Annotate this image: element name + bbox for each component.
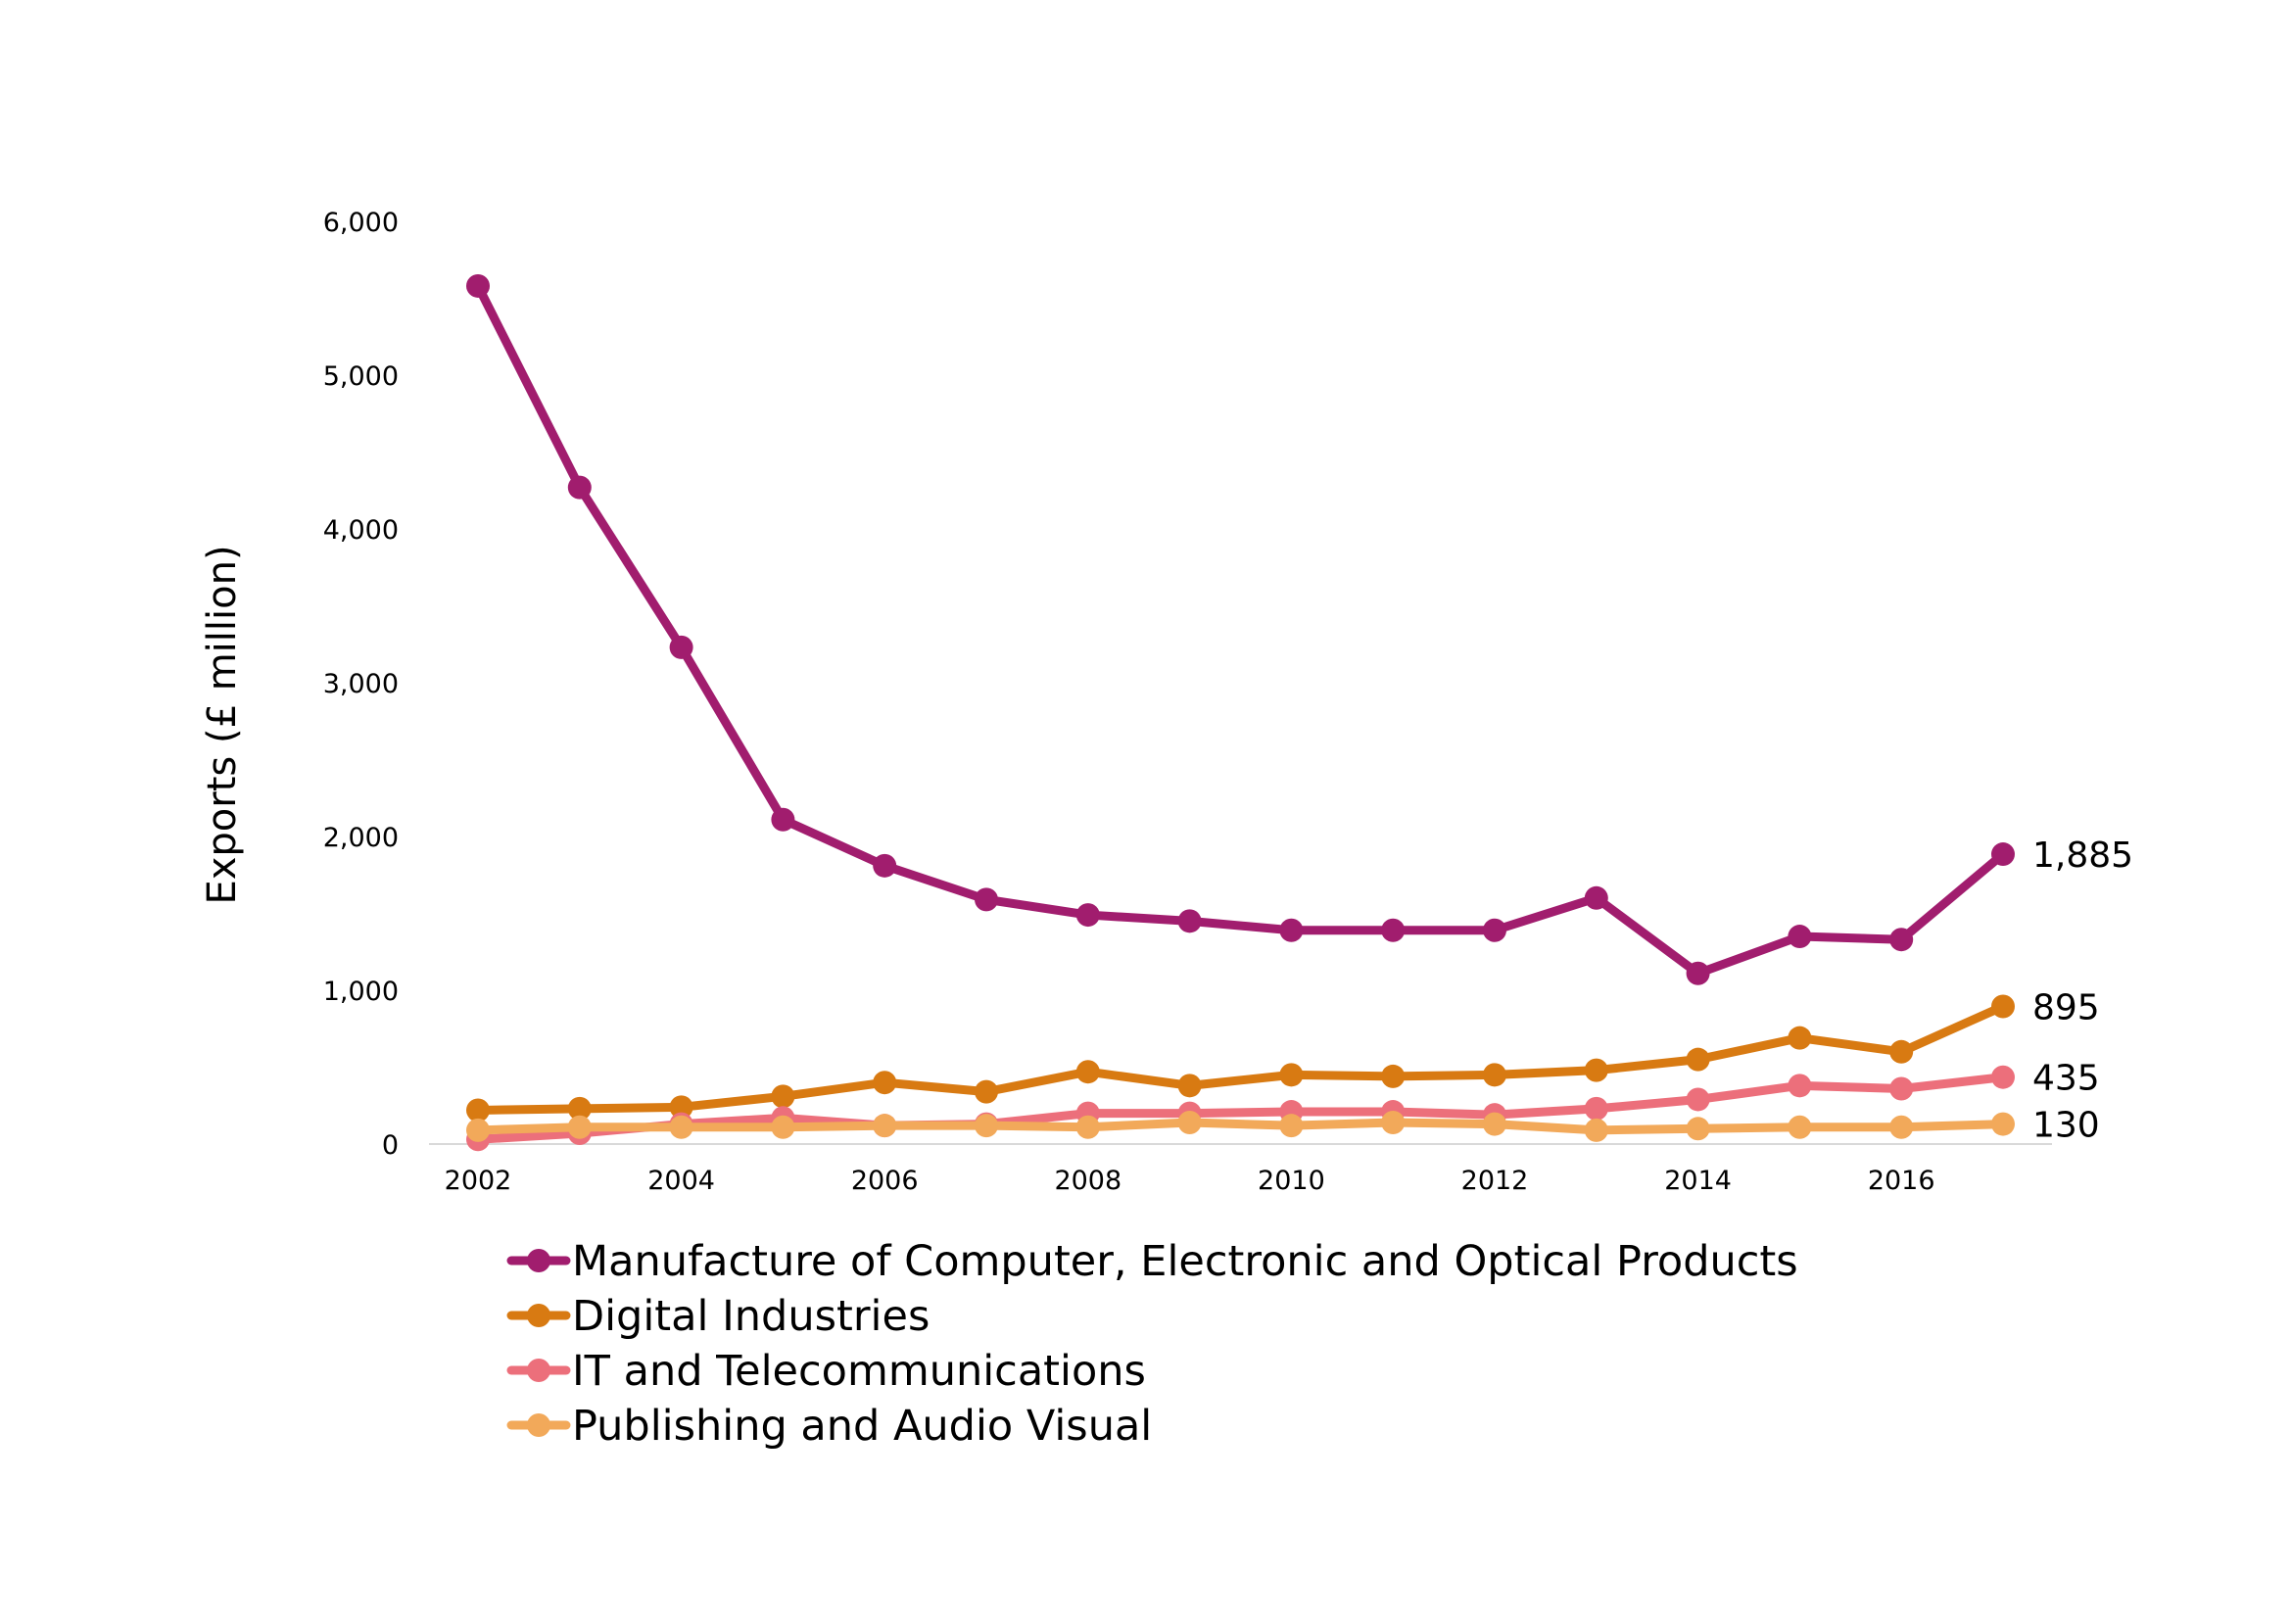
data-point: [975, 1114, 998, 1138]
series-line: [473, 1118, 2008, 1135]
data-point: [1991, 842, 2015, 867]
data-point: [1991, 994, 2015, 1019]
legend-label: Publishing and Audio Visual: [572, 1402, 1152, 1451]
data-point: [1889, 928, 1914, 952]
x-tick-label: 2008: [1054, 1166, 1121, 1196]
y-tick-label: 1,000: [323, 977, 399, 1007]
data-point: [1584, 1118, 1608, 1142]
legend-item: IT and Telecommunications: [506, 1347, 1146, 1396]
data-point: [1788, 1115, 1812, 1139]
series-line: [473, 1073, 2008, 1144]
y-tick-label: 5,000: [323, 361, 399, 392]
end-value-label: 895: [2032, 987, 2100, 1027]
x-tick-label: 2004: [647, 1166, 715, 1196]
x-tick-label: 2010: [1258, 1166, 1325, 1196]
legend-label: IT and Telecommunications: [572, 1347, 1146, 1396]
data-point: [1483, 918, 1506, 942]
data-point: [669, 1095, 693, 1120]
series-line: [473, 281, 2008, 979]
data-point: [1075, 1060, 1100, 1084]
data-point: [1483, 1063, 1506, 1087]
data-point: [1177, 909, 1202, 933]
series: [466, 994, 2015, 1122]
data-point: [1381, 1111, 1406, 1135]
data-point: [1483, 1112, 1506, 1136]
legend-label: Digital Industries: [572, 1292, 930, 1341]
series: [466, 1111, 2015, 1142]
y-tick-label: 2,000: [323, 823, 399, 853]
data-point: [567, 475, 592, 500]
data-point: [466, 1118, 490, 1142]
data-point: [771, 1084, 795, 1109]
data-point: [1177, 1111, 1202, 1135]
legend-item: Publishing and Audio Visual: [506, 1402, 1152, 1451]
data-point: [975, 887, 998, 912]
data-point: [1686, 1047, 1710, 1072]
data-point: [1279, 1063, 1304, 1087]
data-point: [669, 1115, 693, 1139]
y-axis-title: Exports (£ million): [200, 545, 245, 904]
data-point: [1279, 1114, 1304, 1138]
legend-marker: [527, 1359, 550, 1382]
legend-item: Manufacture of Computer, Electronic and …: [506, 1237, 1798, 1286]
data-point: [1584, 885, 1608, 910]
data-point: [771, 1115, 795, 1139]
data-point: [1686, 1087, 1710, 1112]
x-tick-labels: 2002 2004 2006 2008 2010 2012 2014 2016: [445, 1166, 1935, 1196]
data-point: [1788, 925, 1812, 949]
data-point: [1584, 1058, 1608, 1082]
y-tick-label: 3,000: [323, 669, 399, 699]
x-tick-label: 2014: [1664, 1166, 1732, 1196]
x-tick-label: 2002: [445, 1166, 512, 1196]
data-point: [1889, 1076, 1914, 1101]
data-point: [1788, 1074, 1812, 1098]
y-tick-labels: 0 1,000 2,000 3,000 4,000 5,000 6,000: [323, 208, 399, 1161]
end-value-label: 435: [2032, 1059, 2100, 1099]
y-tick-label: 0: [382, 1130, 399, 1161]
data-point: [466, 1098, 490, 1122]
data-point: [1686, 1117, 1710, 1141]
data-point: [1075, 1115, 1100, 1139]
end-value-label: 1,885: [2032, 836, 2133, 876]
legend-label: Manufacture of Computer, Electronic and …: [572, 1237, 1798, 1286]
data-point: [975, 1079, 998, 1104]
data-point: [873, 1114, 897, 1138]
legend-marker: [527, 1413, 550, 1437]
data-point: [669, 635, 693, 659]
data-point: [1686, 961, 1710, 985]
series-group: [466, 273, 2015, 1152]
data-point: [1075, 903, 1100, 928]
data-point: [873, 1071, 897, 1095]
data-point: [1279, 918, 1304, 942]
x-tick-label: 2012: [1461, 1166, 1529, 1196]
data-point: [771, 807, 795, 832]
data-point: [1889, 1039, 1914, 1064]
data-point: [1991, 1065, 2015, 1089]
data-point: [1991, 1112, 2015, 1136]
data-point: [466, 273, 490, 298]
data-point: [567, 1115, 592, 1139]
y-tick-label: 6,000: [323, 208, 399, 238]
legend-item: Digital Industries: [506, 1292, 930, 1341]
y-tick-label: 4,000: [323, 515, 399, 546]
x-tick-label: 2006: [851, 1166, 919, 1196]
end-labels: 1,885 895 435 130: [2032, 836, 2133, 1146]
legend-marker: [527, 1304, 550, 1327]
data-point: [873, 853, 897, 878]
legend-marker: [527, 1249, 550, 1272]
end-value-label: 130: [2032, 1106, 2100, 1146]
data-point: [1889, 1115, 1914, 1139]
data-point: [1788, 1026, 1812, 1050]
data-point: [1177, 1074, 1202, 1098]
x-tick-label: 2016: [1868, 1166, 1935, 1196]
data-point: [567, 1096, 592, 1121]
data-point: [1381, 918, 1406, 942]
data-point: [1381, 1064, 1406, 1088]
data-point: [1584, 1096, 1608, 1121]
series: [466, 273, 2015, 985]
series-line: [473, 1001, 2008, 1115]
legend: Manufacture of Computer, Electronic and …: [506, 1237, 1798, 1451]
